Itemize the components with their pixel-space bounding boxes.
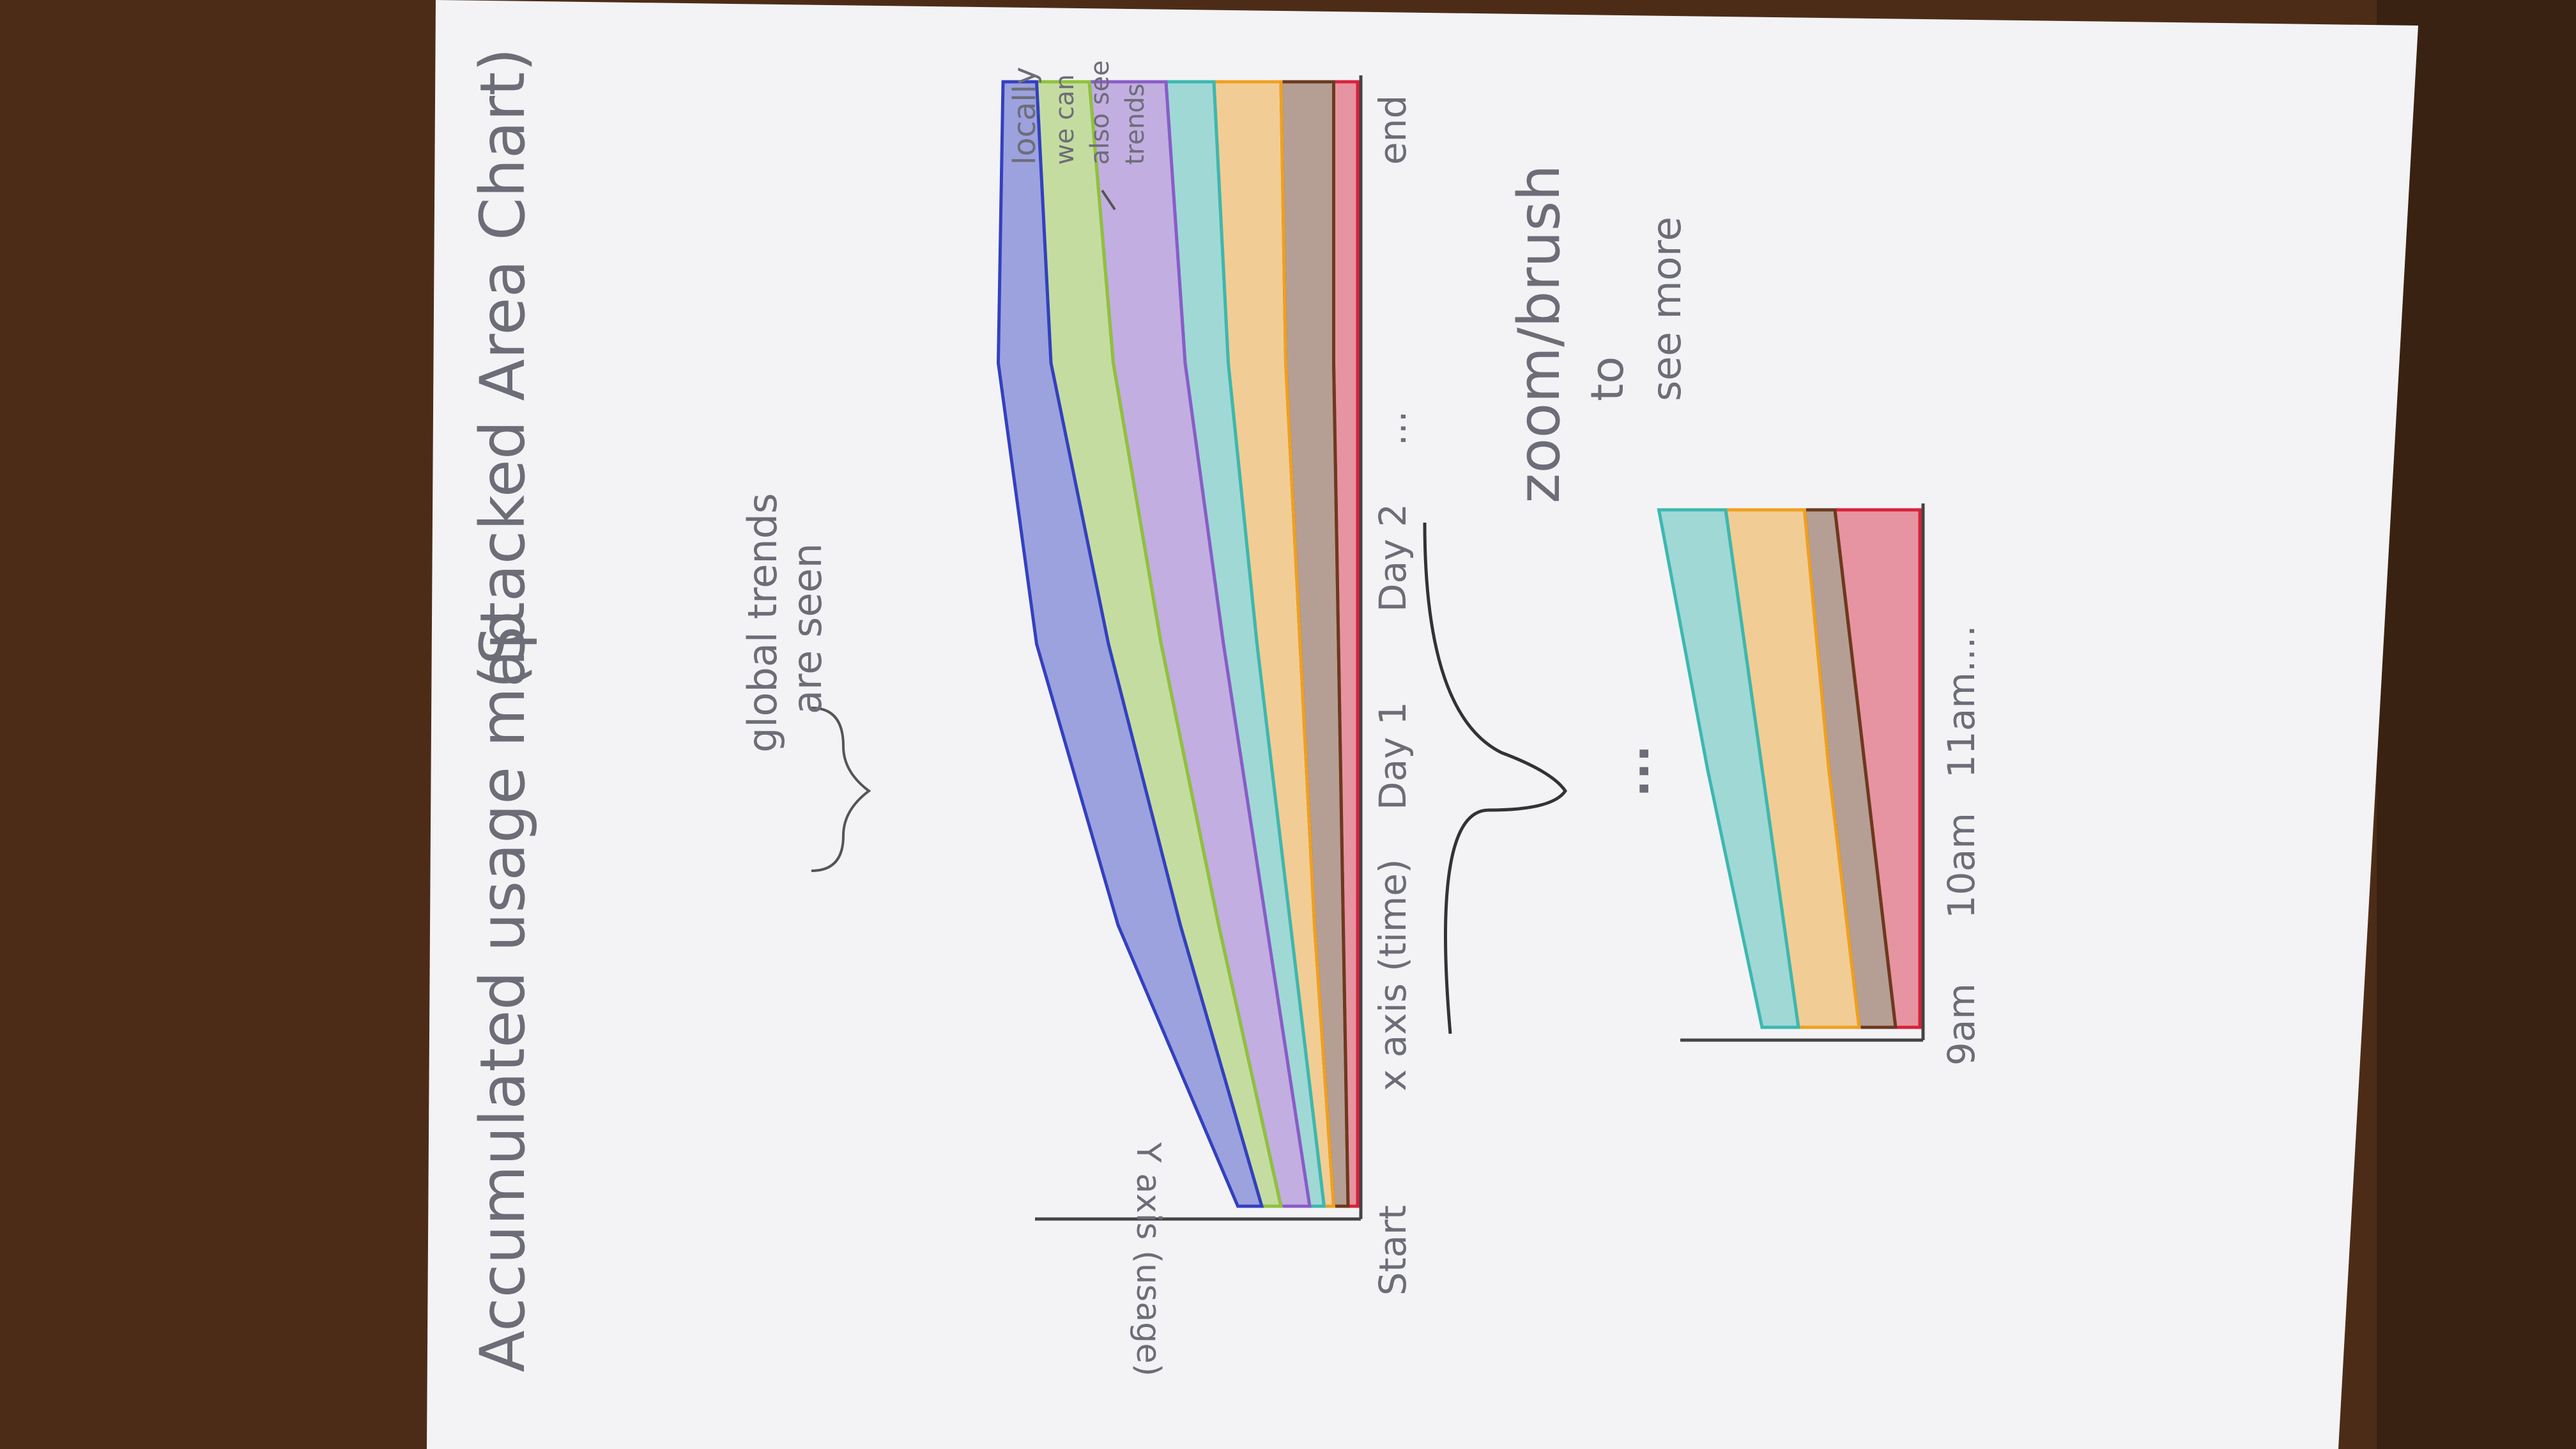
local-trends-label-2: we can xyxy=(1050,74,1080,165)
local-trends-pointer xyxy=(1101,189,1116,211)
main-y-axis-label: Y axis (usage) xyxy=(1129,1142,1167,1377)
main-tick-day1: Day 1 xyxy=(1371,702,1414,810)
sketch-title: Accumulated usage map xyxy=(467,611,539,1372)
detail-tick-10am: 10am xyxy=(1940,813,1983,919)
global-trends-brace xyxy=(811,707,871,872)
zoom-ellipsis: ... xyxy=(1606,745,1659,797)
table-edge xyxy=(2377,0,2576,1449)
local-trends-label-1: locally xyxy=(1007,66,1043,165)
main-stacked-area-chart: Y axis (usage) x axis (time) Start Day 1… xyxy=(739,60,1414,1376)
detail-chart-areas xyxy=(1657,508,1922,1029)
local-trends-label-4: trends xyxy=(1121,84,1150,165)
detail-tick-11am: 11am.... xyxy=(1940,625,1983,778)
detail-stacked-area-chart: 9am 10am 11am.... xyxy=(1657,503,1983,1066)
detail-series-area-3 xyxy=(1657,508,1800,1029)
main-tick-day2: Day 2 xyxy=(1371,503,1414,612)
zoom-note-line-1: zoom/brush xyxy=(1506,165,1573,503)
main-tick-ellipsis: ... xyxy=(1371,411,1414,446)
global-trends-label-2: are seen xyxy=(784,543,831,714)
main-series-area-6 xyxy=(996,80,1264,1208)
main-tick-start: Start xyxy=(1371,1205,1414,1296)
zoom-note-line-3: see more xyxy=(1643,217,1690,401)
sketch-subtitle: (Stacked Area Chart) xyxy=(467,48,539,689)
paper-sheet xyxy=(427,0,2418,1449)
detail-tick-9am: 9am xyxy=(1940,983,1983,1066)
zoom-brace xyxy=(1423,522,1568,1034)
main-chart-areas xyxy=(996,80,1360,1208)
main-x-axis-label: x axis (time) xyxy=(1371,859,1414,1091)
local-trends-label-3: also see xyxy=(1085,60,1115,165)
main-tick-end: end xyxy=(1371,95,1414,165)
zoom-note-line-2: to xyxy=(1581,356,1634,401)
sketch-content: Accumulated usage map (Stacked Area Char… xyxy=(467,48,1983,1377)
global-trends-label-1: global trends xyxy=(739,493,786,753)
